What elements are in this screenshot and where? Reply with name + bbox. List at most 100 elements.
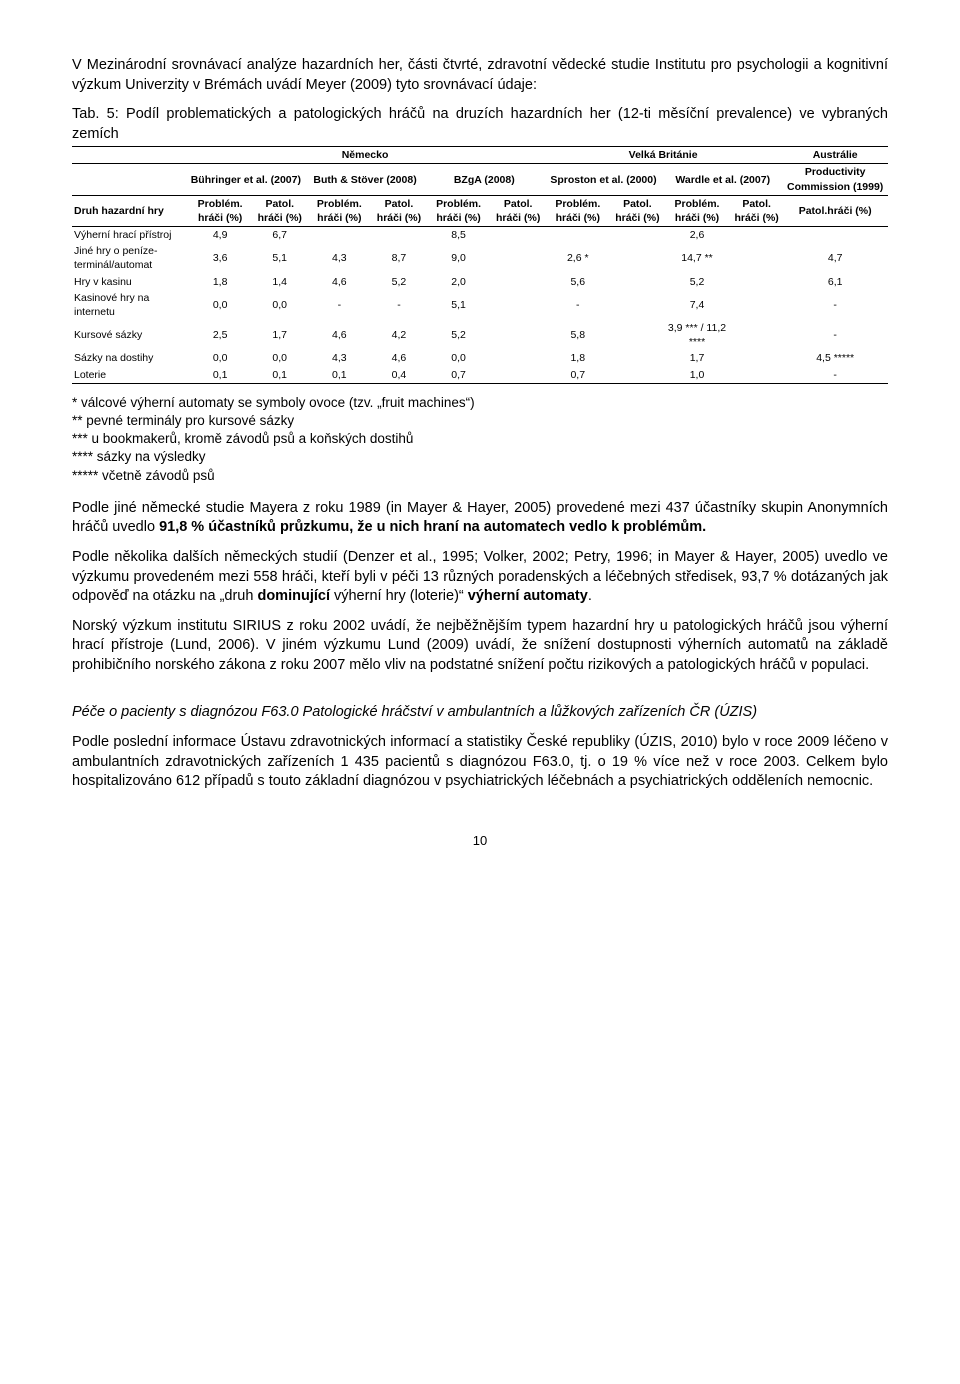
table-row: Sázky na dostihy0,00,04,34,60,01,81,74,5… — [72, 350, 888, 366]
table-cell — [612, 367, 663, 384]
table-cell: 8,5 — [425, 227, 493, 244]
table-cell — [492, 290, 543, 320]
section-title: Péče o pacienty s diagnózou F63.0 Patolo… — [72, 703, 888, 723]
table-cell: 6,1 — [782, 274, 888, 290]
table-cell: 0,4 — [373, 367, 424, 384]
table-cell — [544, 227, 612, 244]
row-label: Kursové sázky — [72, 320, 186, 350]
table-cell: 0,1 — [305, 367, 373, 384]
table-cell: - — [305, 290, 373, 320]
col-pat: Patol. hráči (%) — [492, 195, 543, 226]
table-cell — [731, 350, 782, 366]
table-cell: 0,0 — [254, 350, 305, 366]
table-cell — [492, 274, 543, 290]
study-3: BZgA (2008) — [425, 164, 544, 195]
table-cell: 5,1 — [425, 290, 493, 320]
col-prob: Problém. hráči (%) — [544, 195, 612, 226]
table-cell — [492, 243, 543, 273]
table-cell — [305, 227, 373, 244]
table-cell: 4,7 — [782, 243, 888, 273]
table-cell: 1,7 — [254, 320, 305, 350]
table-row: Výherní hrací přístroj4,96,7 8,5 2,6 — [72, 227, 888, 244]
table-cell: 4,5 ***** — [782, 350, 888, 366]
table-cell: 1,7 — [663, 350, 731, 366]
table-cell — [492, 320, 543, 350]
table-cell: 4,6 — [305, 274, 373, 290]
table-cell — [492, 227, 543, 244]
table-row: Loterie0,10,10,10,40,70,71,0- — [72, 367, 888, 384]
table-caption: Tab. 5: Podíl problematických a patologi… — [72, 105, 888, 144]
table-cell: 0,7 — [544, 367, 612, 384]
row-label: Sázky na dostihy — [72, 350, 186, 366]
table-cell: - — [373, 290, 424, 320]
body-paragraph: Podle několika dalších německých studií … — [72, 548, 888, 607]
body-paragraph: Norský výzkum institutu SIRIUS z roku 20… — [72, 617, 888, 676]
table-cell — [612, 274, 663, 290]
table-cell: - — [782, 290, 888, 320]
row-header: Druh hazardní hry — [72, 195, 186, 226]
table-cell — [731, 243, 782, 273]
table-cell: 1,4 — [254, 274, 305, 290]
col-pat: Patol. hráči (%) — [373, 195, 424, 226]
table-cell — [612, 243, 663, 273]
table-cell: 5,2 — [663, 274, 731, 290]
body-paragraph: Podle poslední informace Ústavu zdravotn… — [72, 733, 888, 792]
table-cell — [612, 350, 663, 366]
table-cell: 6,7 — [254, 227, 305, 244]
col-prob: Problém. hráči (%) — [186, 195, 254, 226]
study-2: Buth & Stöver (2008) — [305, 164, 424, 195]
table-row: Kursové sázky2,51,74,64,25,2 5,8 3,9 *** /… — [72, 320, 888, 350]
body-paragraph: Podle jiné německé studie Mayera z roku … — [72, 499, 888, 538]
table-cell — [731, 227, 782, 244]
table-row: Hry v kasinu1,81,44,65,22,05,65,26,1 — [72, 274, 888, 290]
table-notes: * válcové výherní automaty se symboly ov… — [72, 394, 888, 485]
table-row: Kasinové hry na internetu0,00,0--5,1-7,4… — [72, 290, 888, 320]
table-cell: 5,6 — [544, 274, 612, 290]
row-label: Kasinové hry na internetu — [72, 290, 186, 320]
table-cell: 4,9 — [186, 227, 254, 244]
col-prob: Problém. hráči (%) — [305, 195, 373, 226]
table-cell — [492, 367, 543, 384]
table-cell: 4,2 — [373, 320, 424, 350]
col-pat2: Patol.hráči (%) — [782, 195, 888, 226]
table-cell — [492, 350, 543, 366]
table-cell: 3,9 *** / 11,2 **** — [663, 320, 731, 350]
table-cell: 2,5 — [186, 320, 254, 350]
table-cell: 2,0 — [425, 274, 493, 290]
table-cell: 5,1 — [254, 243, 305, 273]
table-cell: 5,2 — [373, 274, 424, 290]
row-label: Loterie — [72, 367, 186, 384]
row-label: Hry v kasinu — [72, 274, 186, 290]
table-cell: 0,0 — [186, 350, 254, 366]
study-5: Wardle et al. (2007) — [663, 164, 782, 195]
table-cell — [731, 320, 782, 350]
table-cell: - — [782, 367, 888, 384]
table-cell: 4,3 — [305, 350, 373, 366]
table-cell: 2,6 — [663, 227, 731, 244]
table-cell: 4,6 — [305, 320, 373, 350]
table-cell — [373, 227, 424, 244]
table-cell: 5,2 — [425, 320, 493, 350]
table-cell: 5,8 — [544, 320, 612, 350]
country-au: Austrálie — [782, 147, 888, 164]
table-cell — [731, 274, 782, 290]
col-pat: Patol. hráči (%) — [254, 195, 305, 226]
table-cell — [612, 290, 663, 320]
note: ***** včetně závodů psů — [72, 467, 888, 485]
table-row: Jiné hry o peníze- terminál/automat3,65,… — [72, 243, 888, 273]
table-cell: 3,6 — [186, 243, 254, 273]
table-cell — [612, 227, 663, 244]
table-cell: 0,1 — [254, 367, 305, 384]
table-cell: 2,6 * — [544, 243, 612, 273]
study-4: Sproston et al. (2000) — [544, 164, 663, 195]
table-cell: 0,1 — [186, 367, 254, 384]
note: *** u bookmakerů, kromě závodů psů a koň… — [72, 430, 888, 448]
table-cell: 8,7 — [373, 243, 424, 273]
table-cell: 4,6 — [373, 350, 424, 366]
table-cell: 1,0 — [663, 367, 731, 384]
table-cell: 0,0 — [186, 290, 254, 320]
note: ** pevné terminály pro kursové sázky — [72, 412, 888, 430]
country-uk: Velká Británie — [544, 147, 782, 164]
table-cell: 1,8 — [186, 274, 254, 290]
row-label: Výherní hrací přístroj — [72, 227, 186, 244]
